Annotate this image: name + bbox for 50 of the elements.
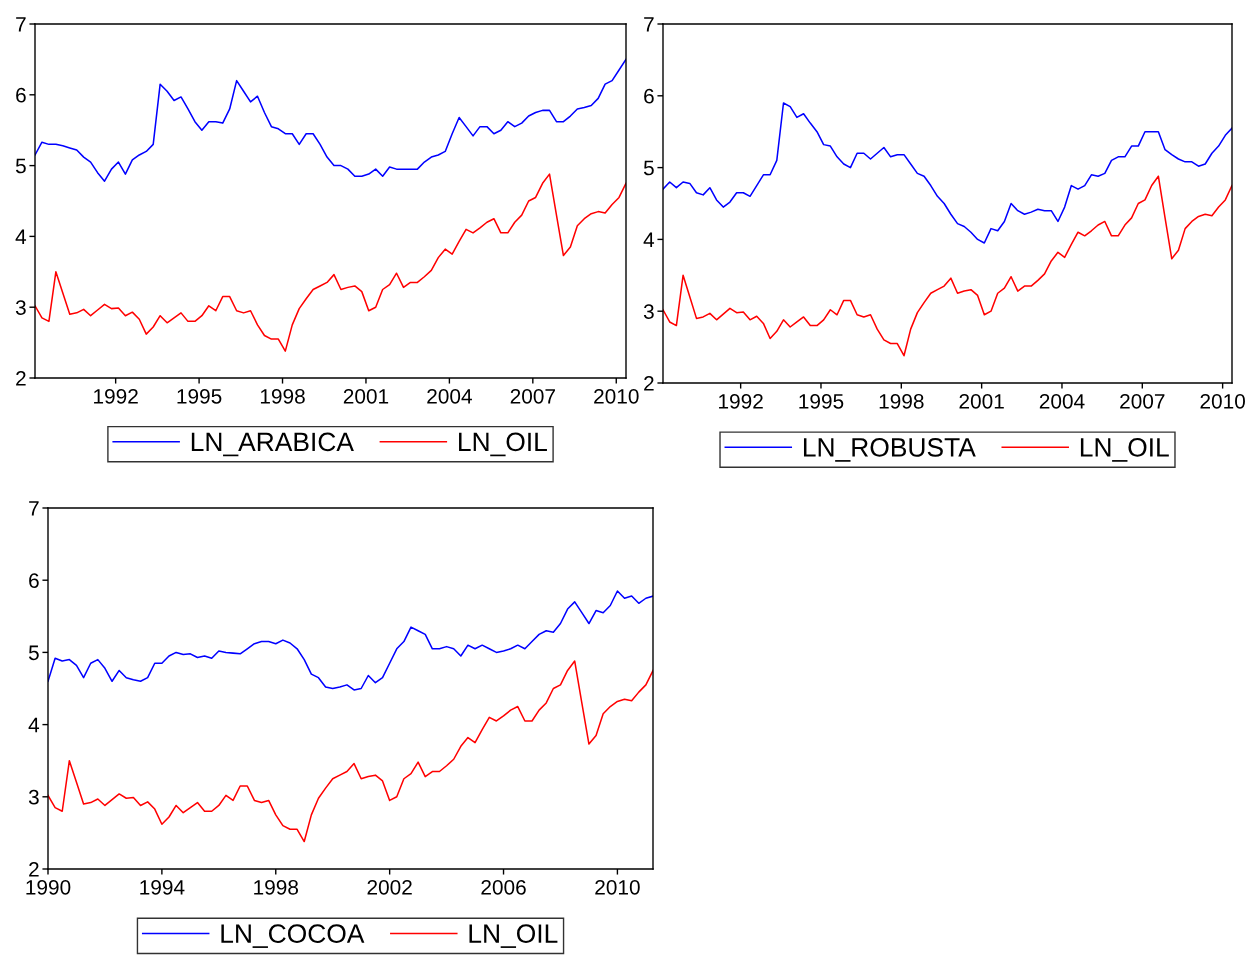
line-series	[35, 58, 626, 182]
x-tick-label: 1992	[719, 393, 763, 409]
x-tick-label: 1998	[879, 393, 924, 409]
x-tick-label: 2001	[343, 388, 389, 404]
x-tick-label: 2006	[481, 879, 526, 895]
y-tick-label: 7	[16, 17, 26, 32]
y-tick-label: 2	[644, 376, 654, 391]
x-tick-label: 1995	[799, 393, 844, 409]
y-tick-label: 5	[15, 158, 26, 174]
legend-label: LN_COCOA	[221, 924, 365, 948]
line-series	[663, 102, 1232, 244]
x-tick-label: 2007	[1120, 393, 1165, 409]
x-tick-label: 1992	[94, 388, 138, 404]
x-tick-label: 2004	[427, 388, 472, 404]
x-tick-label: 1998	[254, 879, 299, 895]
x-tick-label: 2010	[595, 879, 640, 895]
y-tick-label: 2	[29, 862, 39, 877]
x-tick-label: 1990	[26, 879, 71, 895]
y-tick-label: 5	[643, 160, 654, 176]
y-tick-label: 4	[15, 229, 27, 244]
legend-label: LN_OIL	[1080, 438, 1169, 462]
y-tick-label: 7	[644, 17, 654, 32]
legend-label: LN_OIL	[459, 432, 547, 457]
legend-label: LN_OIL	[469, 924, 558, 948]
x-tick-label: 2002	[367, 879, 412, 895]
legend-label: LN_ARABICA	[191, 432, 354, 457]
x-tick-label: 1998	[260, 388, 305, 404]
line-series	[35, 173, 626, 352]
y-tick-label: 4	[28, 717, 40, 733]
y-tick-label: 5	[28, 645, 39, 661]
line-series	[663, 175, 1232, 357]
x-tick-label: 2004	[1039, 393, 1085, 409]
x-tick-label: 2007	[510, 388, 555, 404]
line-series	[48, 590, 653, 691]
y-tick-label: 4	[643, 232, 655, 247]
x-tick-label: 2001	[959, 393, 1004, 409]
y-tick-label: 3	[643, 304, 654, 319]
legend-label: LN_ROBUSTA	[803, 438, 976, 462]
y-tick-label: 2	[16, 371, 26, 386]
y-tick-label: 7	[29, 501, 39, 516]
y-tick-label: 6	[16, 87, 26, 103]
line-series	[48, 660, 653, 843]
x-tick-label: 1994	[140, 879, 185, 895]
y-tick-label: 6	[644, 88, 654, 104]
y-tick-label: 3	[15, 300, 26, 315]
y-tick-label: 3	[28, 789, 39, 805]
y-tick-label: 6	[29, 573, 39, 588]
x-tick-label: 1995	[177, 388, 222, 404]
x-tick-label: 2010	[1200, 393, 1245, 409]
x-tick-label: 2010	[594, 388, 639, 404]
